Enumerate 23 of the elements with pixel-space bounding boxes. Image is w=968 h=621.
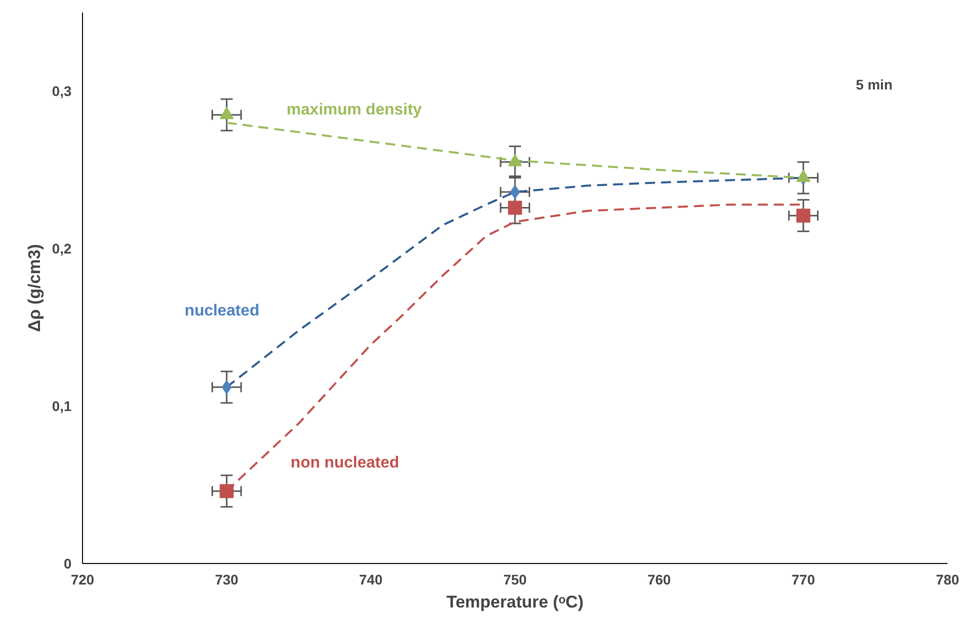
x-tick-label: 740 bbox=[359, 572, 383, 588]
point bbox=[220, 106, 234, 120]
y-axis-title: Δρ (g/cm3) bbox=[25, 244, 44, 332]
point bbox=[508, 200, 522, 215]
point bbox=[796, 208, 810, 223]
point bbox=[796, 170, 810, 182]
y-tick-label: 0,2 bbox=[52, 240, 72, 257]
x-tick-label: 730 bbox=[214, 572, 239, 588]
annotation: 5 min bbox=[856, 76, 893, 92]
text: non nucleated bbox=[290, 454, 400, 472]
x-tick-label: 720 bbox=[70, 572, 94, 588]
x-tick-label: 750 bbox=[503, 572, 527, 588]
x-axis-title: Temperature (ᵒC) bbox=[446, 592, 584, 612]
y-tick-label: 0,3 bbox=[52, 83, 72, 100]
point bbox=[508, 154, 522, 166]
y-tick-label: 0,1 bbox=[52, 398, 72, 414]
point bbox=[220, 484, 234, 498]
x-tick-label: 780 bbox=[936, 572, 960, 588]
x-tick-label: 760 bbox=[647, 572, 672, 588]
x-tick-label: 770 bbox=[792, 572, 816, 588]
text: nucleated bbox=[184, 302, 260, 320]
y-tick-label: 0 bbox=[64, 556, 72, 572]
text: maximum density bbox=[286, 101, 422, 118]
